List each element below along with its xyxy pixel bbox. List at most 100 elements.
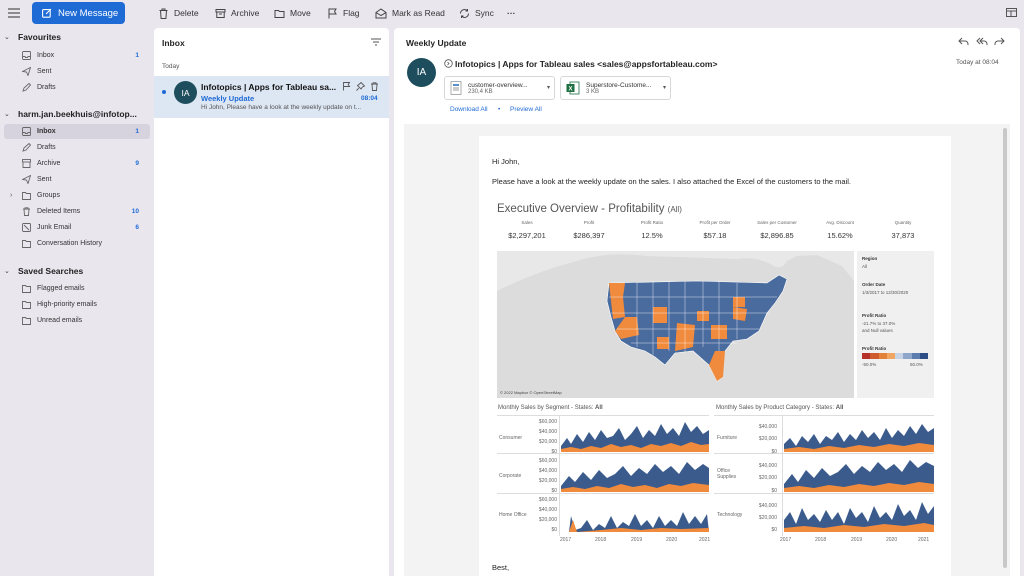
account-item-deleted[interactable]: Deleted Items 10	[4, 204, 150, 219]
attachment-card[interactable]: customer-overview... 230,4 KB ▾	[444, 76, 555, 100]
svg-text:X: X	[568, 87, 572, 93]
preview-all-link[interactable]: Preview All	[510, 106, 542, 113]
message-preview: Hi John, Please have a look at the weekl…	[201, 104, 362, 111]
category-chart-title: Monthly Sales by Product Category - Stat…	[716, 405, 844, 411]
segment-chart: Consumer Corporate Home Office	[497, 415, 709, 536]
filter-profit-ratio-value2: and Null values	[862, 328, 893, 333]
account-item-junk[interactable]: Junk Email 6	[4, 220, 150, 235]
folder-move-icon	[274, 9, 285, 18]
signoff: Best,	[492, 563, 510, 572]
filter-profit-ratio-label: Profit Ratio	[862, 313, 887, 318]
kpi-sales-per-customer: Sales per Customer $2,896.85	[757, 220, 797, 240]
delete-icon[interactable]	[370, 82, 379, 91]
expand-circle-icon[interactable]	[444, 59, 453, 68]
filter-order-date-label: Order Date	[862, 282, 886, 287]
inbox-icon	[22, 127, 31, 136]
account-item-sent[interactable]: Sent	[4, 172, 150, 187]
sync-button[interactable]: Sync	[459, 4, 494, 22]
filter-profit-ratio-value: -21.7% to 37.0%	[862, 321, 896, 326]
account-item-archive[interactable]: Archive 9	[4, 156, 150, 171]
junk-icon	[22, 223, 31, 232]
attachment-name: customer-overview...	[468, 81, 528, 89]
reply-all-icon[interactable]	[976, 37, 988, 46]
file-icon	[450, 81, 462, 95]
fav-item-drafts[interactable]: Drafts	[4, 80, 150, 95]
filter-order-date-value: 1/3/2017 to 12/30/2020	[862, 290, 909, 295]
unread-count: 1	[135, 52, 139, 59]
download-all-link[interactable]: Download All	[450, 106, 488, 113]
excel-icon: X	[566, 81, 580, 95]
reply-icon[interactable]	[958, 37, 969, 46]
category-chart: Furniture Office Supplies Technology	[714, 415, 934, 536]
chevron-down-icon[interactable]: ▾	[546, 85, 550, 91]
account-header[interactable]: ⌄ harm.jan.beekhuis@infotop...	[4, 109, 137, 119]
filter-region-label: Region	[862, 256, 878, 261]
move-button[interactable]: Move	[274, 4, 311, 22]
flag-icon[interactable]	[342, 82, 351, 91]
segment-label: Consumer	[499, 435, 523, 441]
chevron-right-icon[interactable]: ›	[10, 192, 13, 199]
saved-search-unread[interactable]: Unread emails	[4, 313, 150, 328]
category-label: Furniture	[717, 435, 738, 441]
kpi-sales: Sales $2,297,201	[508, 220, 546, 240]
dashboard-title: Executive Overview - Profitability (All)	[497, 203, 682, 215]
forward-icon[interactable]	[994, 37, 1005, 46]
sender-avatar: IA	[407, 58, 436, 87]
message-list-pane	[154, 28, 389, 576]
delete-button[interactable]: Delete	[158, 4, 199, 22]
folder-icon	[22, 240, 31, 248]
folder-icon	[22, 301, 31, 309]
message-time: 08:04	[361, 95, 378, 102]
attachment-card[interactable]: X Superstore-Custome... 3 KB ▾	[560, 76, 671, 100]
year-label: 2021	[699, 537, 711, 543]
archive-icon	[215, 8, 226, 18]
fav-item-inbox[interactable]: Inbox 1	[4, 48, 150, 63]
folder-icon	[22, 192, 31, 200]
fav-item-sent[interactable]: Sent	[4, 64, 150, 79]
filter-region-value: All	[862, 264, 868, 269]
pencil-icon	[22, 143, 31, 152]
saved-search-flagged[interactable]: Flagged emails	[4, 281, 150, 296]
more-actions-button[interactable]: ···	[507, 8, 516, 18]
send-icon	[22, 175, 31, 184]
account-item-drafts[interactable]: Drafts	[4, 140, 150, 155]
flag-button[interactable]: Flag	[327, 4, 360, 22]
sender-address[interactable]: Infotopics | Apps for Tableau sales <sal…	[455, 59, 718, 69]
pin-icon[interactable]	[356, 82, 365, 91]
attachment-size: 230,4 KB	[468, 88, 493, 95]
saved-searches-header[interactable]: ⌄ Saved Searches	[4, 266, 84, 276]
list-item[interactable]: IA Infotopics | Apps for Tableau sa... W…	[154, 76, 389, 118]
filter-icon[interactable]	[371, 38, 381, 46]
kpi-profit: Profit $286,397	[573, 220, 605, 240]
chevron-down-icon[interactable]: ▾	[662, 85, 666, 91]
mark-as-read-button[interactable]: Mark as Read	[375, 4, 445, 22]
account-item-inbox[interactable]: Inbox 1	[4, 124, 150, 139]
favourites-header[interactable]: ⌄ Favourites	[4, 32, 61, 42]
account-item-groups[interactable]: › Groups	[10, 192, 60, 200]
hamburger-menu-icon[interactable]	[6, 6, 22, 20]
compose-icon	[42, 8, 52, 18]
year-label: 2018	[815, 537, 827, 543]
account-item-conversation-history[interactable]: Conversation History	[4, 236, 150, 251]
pencil-icon	[22, 83, 31, 92]
map-credit: © 2022 Mapbox © OpenStreetMap	[500, 390, 562, 395]
attachment-size: 3 KB	[586, 88, 600, 95]
reading-pane-toggle-icon[interactable]	[1006, 7, 1017, 18]
scrollbar[interactable]	[1003, 128, 1007, 568]
received-date: Today at 08:04	[956, 59, 999, 66]
body-text: Please have a look at the weekly update …	[492, 177, 851, 186]
filter-panel	[857, 251, 934, 398]
list-title: Inbox	[162, 38, 185, 48]
profit-map: © 2022 Mapbox © OpenStreetMap	[497, 251, 854, 398]
kpi-avg-discount: Avg. Discount 15.62%	[826, 220, 854, 240]
greeting: Hi John,	[492, 157, 520, 166]
kpi-quantity: Quantity 37,873	[891, 220, 915, 240]
archive-icon	[22, 159, 31, 168]
avatar: IA	[174, 81, 197, 104]
year-label: 2017	[560, 537, 572, 543]
send-icon	[22, 67, 31, 76]
new-message-button[interactable]: New Message	[32, 2, 125, 24]
archive-button[interactable]: Archive	[215, 4, 259, 22]
year-label: 2019	[631, 537, 643, 543]
saved-search-high-priority[interactable]: High-priority emails	[4, 297, 150, 312]
